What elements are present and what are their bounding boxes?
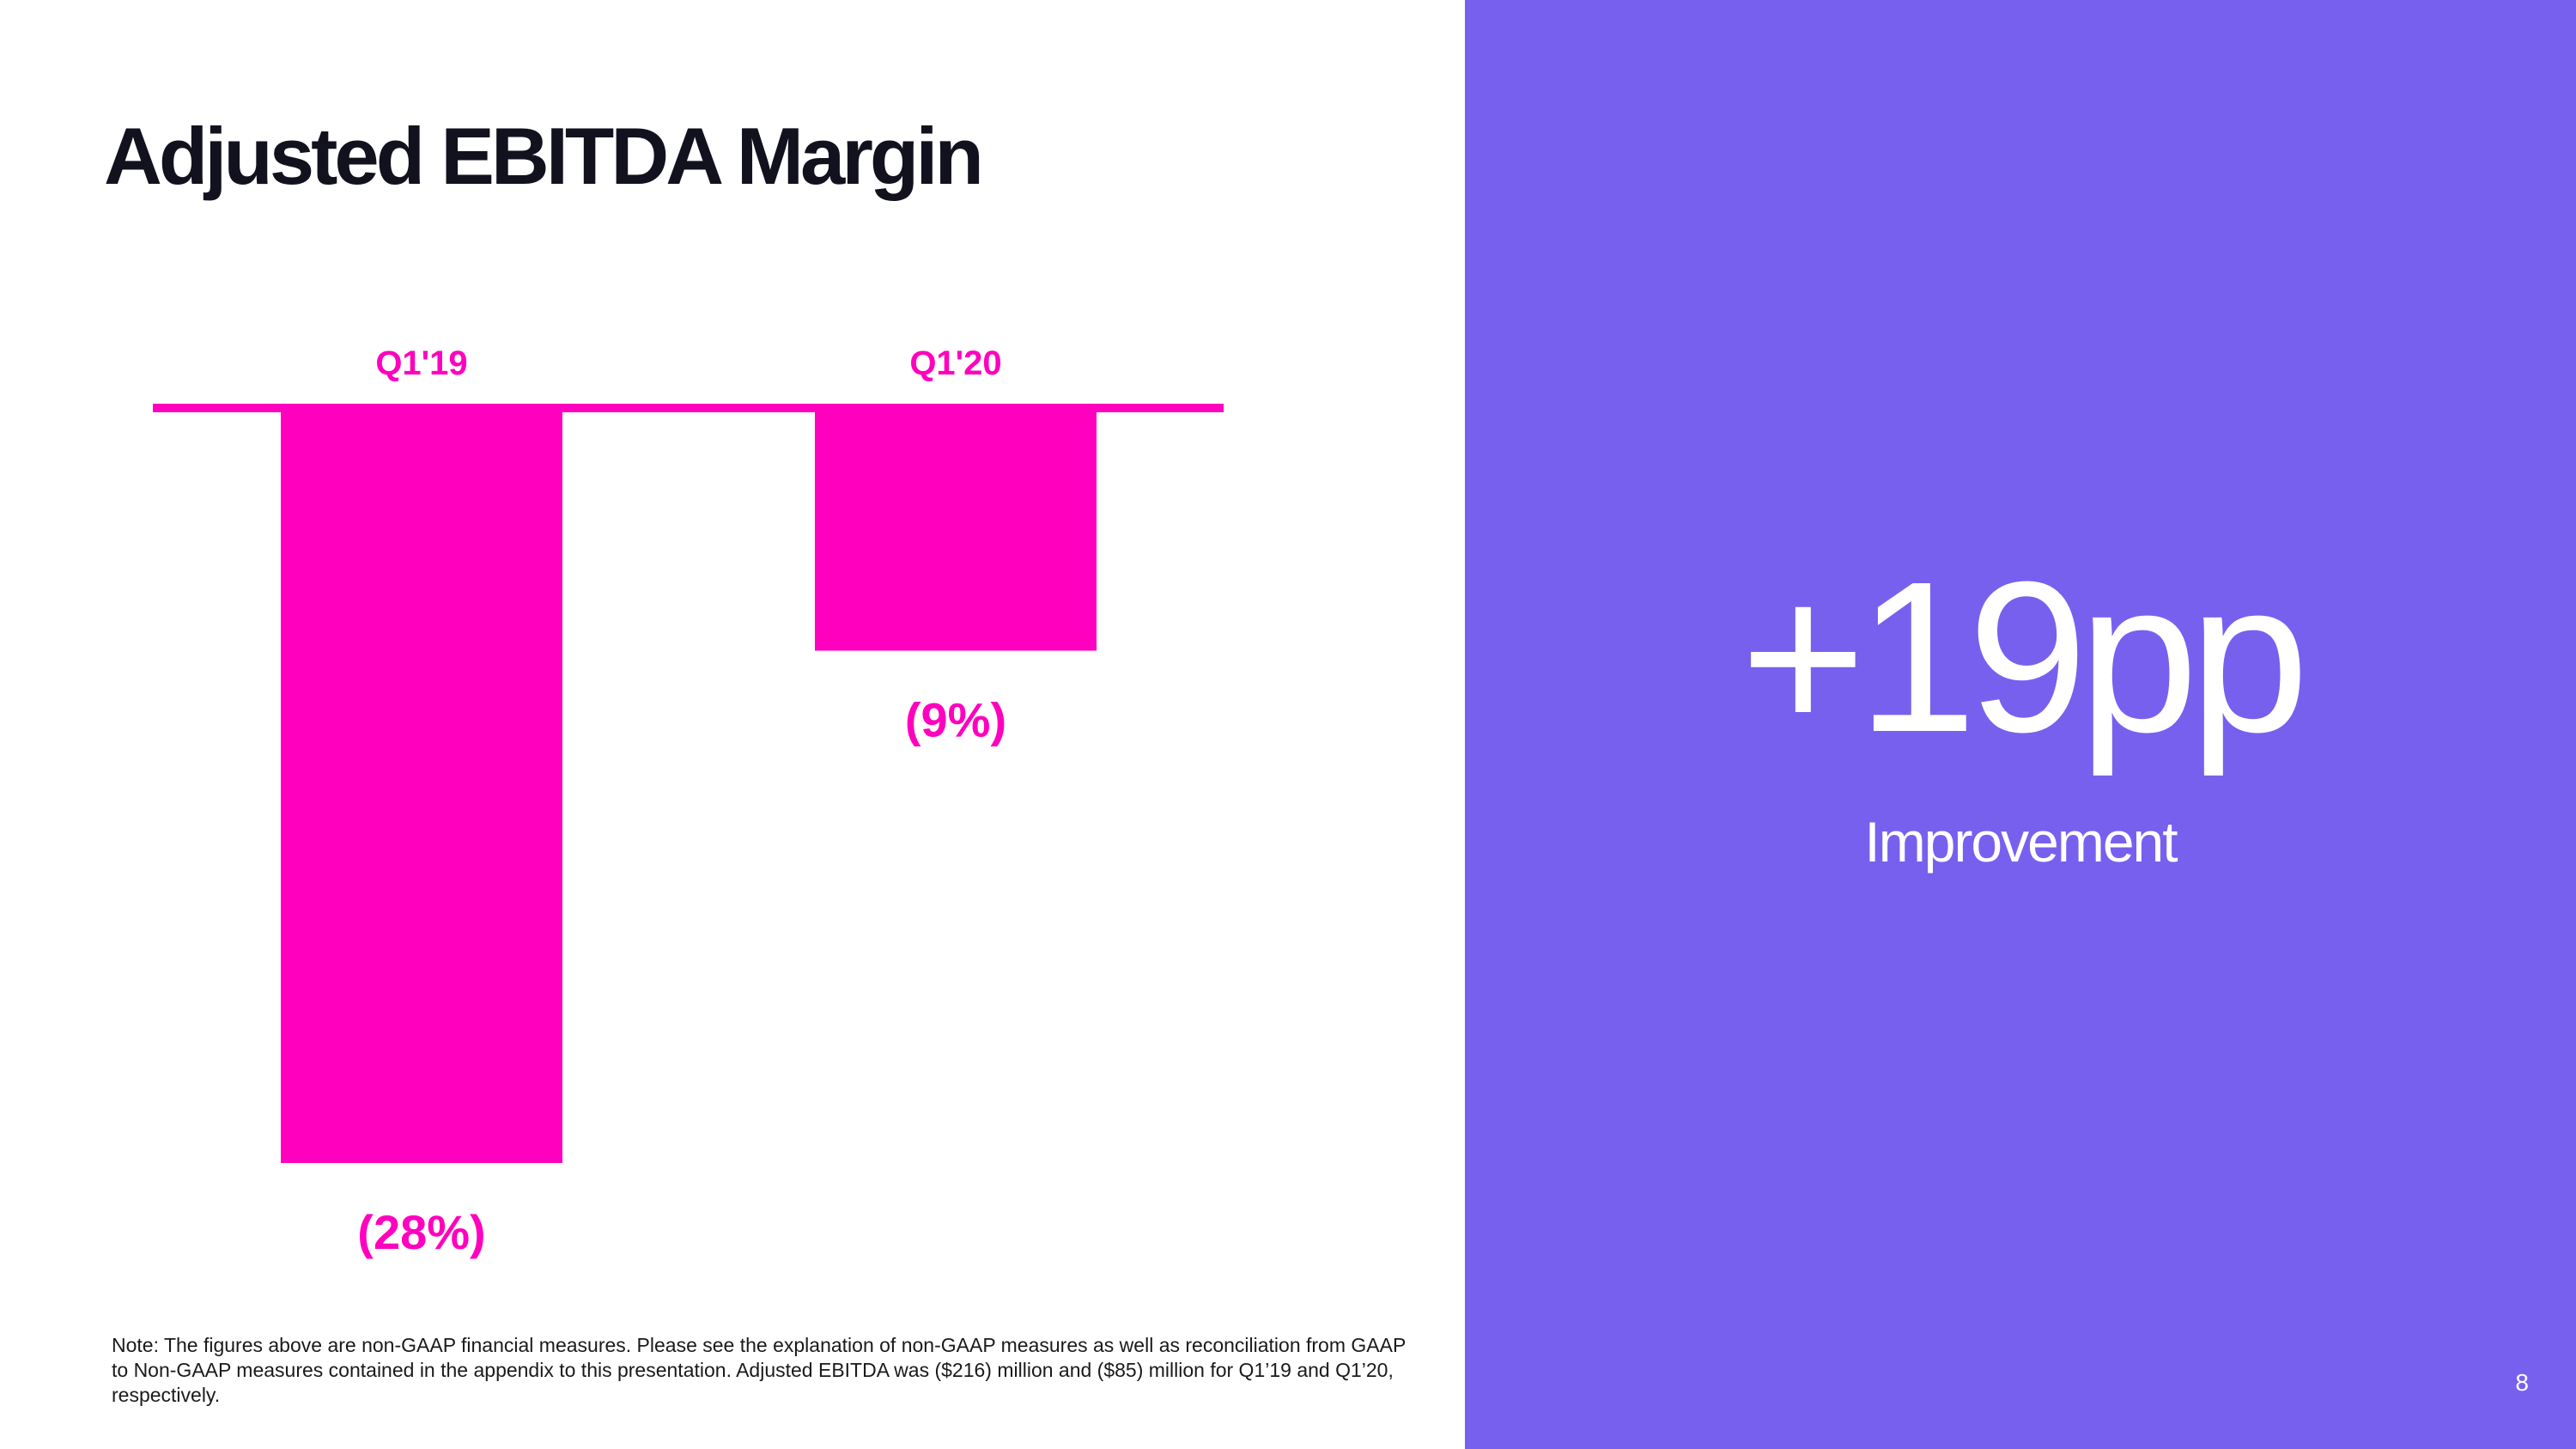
page-number: 8 (2515, 1369, 2529, 1396)
improvement-value: +19pp (1740, 537, 2309, 776)
bar-q120 (815, 408, 1097, 651)
improvement-caption: Improvement (1864, 810, 2178, 874)
category-label: Q1'20 (909, 344, 1001, 382)
value-label: (9%) (905, 693, 1006, 747)
ebitda-margin-chart: Q1'19 (28%) Q1'20 (9%) (153, 344, 1224, 1259)
bar-q119 (281, 408, 562, 1163)
value-label: (28%) (357, 1205, 485, 1259)
highlight-panel: +19pp Improvement 8 (1465, 0, 2576, 1449)
chart-panel: Adjusted EBITDA Margin Q1'19 (28%) Q1'20 (9… (104, 111, 1406, 1406)
page-title: Adjusted EBITDA Margin (104, 111, 984, 201)
category-label: Q1'19 (375, 344, 467, 382)
footnote: Note: The figures above are non-GAAP fin… (112, 1334, 1406, 1406)
